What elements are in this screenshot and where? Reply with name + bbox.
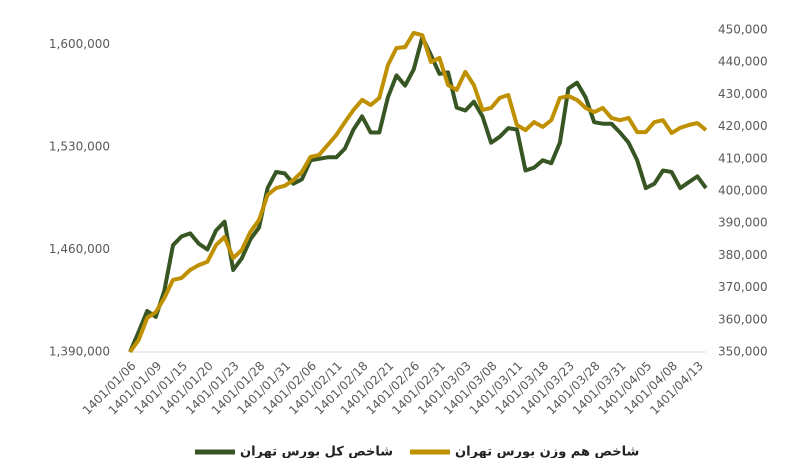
y2-tick-label: 380,000 <box>718 248 768 262</box>
y-tick-label: 1,460,000 <box>49 242 110 256</box>
y2-tick-label: 420,000 <box>718 119 768 133</box>
y2-tick-label: 360,000 <box>718 312 768 326</box>
y-tick-label: 1,600,000 <box>49 37 110 51</box>
y2-tick-label: 450,000 <box>718 23 768 37</box>
y2-tick-label: 440,000 <box>718 55 768 69</box>
legend-label: شاخص هم وزن بورس تهران <box>455 445 639 458</box>
y2-tick-label: 390,000 <box>718 216 768 230</box>
y2-tick-label: 400,000 <box>718 184 768 198</box>
series-line <box>128 35 708 353</box>
y2-tick-label: 350,000 <box>718 345 768 359</box>
y2-tick-label: 430,000 <box>718 87 768 101</box>
legend: شاخص کل بورس تهران شاخص هم وزن بورس تهران <box>195 445 639 458</box>
y-tick-label: 1,530,000 <box>49 140 110 154</box>
series-line <box>128 30 708 354</box>
legend-label: شاخص کل بورس تهران <box>240 445 393 458</box>
y-tick-label: 1,390,000 <box>49 345 110 359</box>
y2-tick-label: 410,000 <box>718 151 768 165</box>
y2-tick-label: 370,000 <box>718 280 768 294</box>
